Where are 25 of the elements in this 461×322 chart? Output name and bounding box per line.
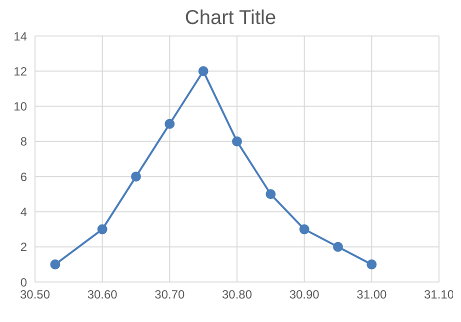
point (198, 66, 208, 76)
point (232, 136, 242, 146)
point (97, 224, 108, 234)
x-tick-label: 30.50 (20, 288, 50, 302)
y-tick-label: 2 (20, 240, 28, 254)
x-tick-label: 31.00 (356, 288, 388, 302)
x-tick-label: 30.60 (87, 288, 118, 302)
point (164, 118, 175, 129)
x-tick-label: 30.90 (289, 288, 320, 302)
point (333, 242, 343, 252)
point (366, 259, 377, 270)
y-tick-label: 14 (14, 29, 28, 44)
y-tick-label: 10 (14, 100, 28, 114)
y-tick-label: 4 (20, 204, 28, 219)
chart-title: Chart Title (184, 7, 278, 29)
y-tick-label: 0 (20, 275, 28, 290)
point (131, 172, 141, 182)
y-tick-label: 6 (20, 170, 28, 184)
point (50, 259, 60, 270)
x-tick-label: 30.80 (222, 288, 252, 302)
point (266, 189, 276, 200)
y-tick-label: 12 (14, 64, 28, 78)
x-tick-label: 30.70 (154, 288, 186, 302)
y-tick-label: 8 (20, 134, 28, 149)
point (299, 224, 310, 234)
